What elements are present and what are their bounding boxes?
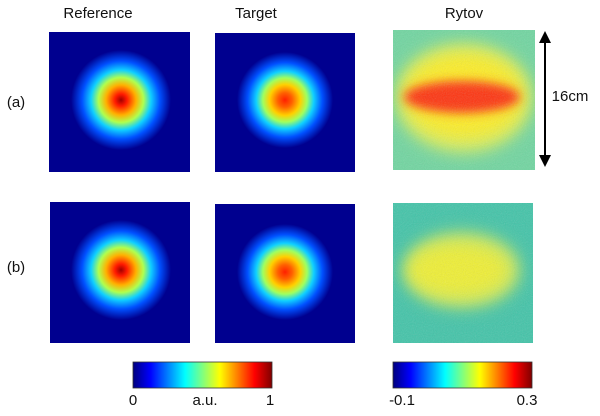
scale-arrow: [539, 31, 551, 167]
reference-image: [50, 202, 190, 343]
column-header: Target: [235, 5, 278, 22]
colorbar-label: -0.1: [389, 392, 415, 409]
column-header: Rytov: [445, 5, 484, 22]
target-image: [215, 33, 355, 172]
rytov-image: [393, 30, 535, 170]
row-label: (a): [7, 94, 25, 111]
target-image: [215, 204, 355, 343]
colorbar: [392, 361, 533, 389]
row-label: (b): [7, 259, 25, 276]
colorbar: [132, 361, 273, 389]
column-header: Reference: [63, 5, 132, 22]
colorbar-label: 1: [266, 392, 274, 409]
reference-image: [49, 32, 190, 172]
scale-label: 16cm: [552, 88, 589, 105]
colorbar-label: 0.3: [517, 392, 538, 409]
colorbar-label: 0: [129, 392, 137, 409]
rytov-image: [393, 203, 533, 343]
colorbar-label: a.u.: [192, 392, 217, 409]
